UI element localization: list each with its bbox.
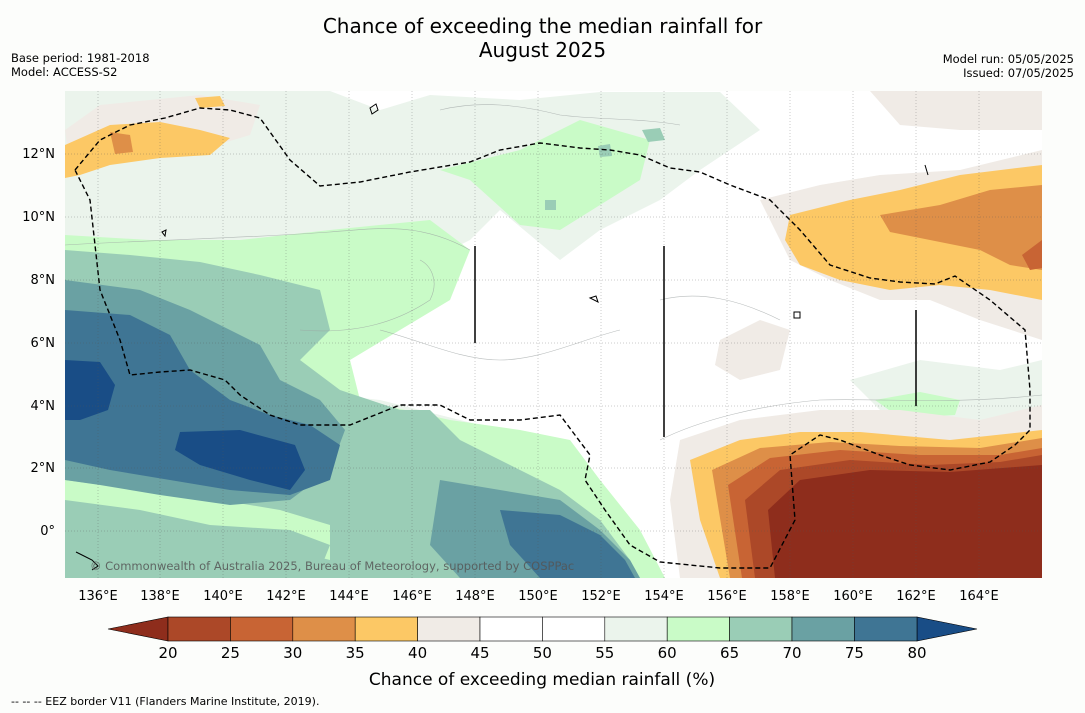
colorbar-tick: 40	[408, 644, 427, 662]
lon-label: 162°E	[896, 589, 936, 604]
colorbar-cell	[542, 616, 606, 642]
colorbar-cell	[230, 616, 294, 642]
colorbar-tick: 65	[720, 644, 739, 662]
lon-label: 136°E	[78, 589, 118, 604]
region-25-30-ne	[1022, 240, 1042, 270]
colorbar-tick: 80	[907, 644, 926, 662]
colorbar-cell	[292, 616, 356, 642]
patch-a	[642, 128, 665, 142]
colorbar-tick: 25	[221, 644, 240, 662]
lon-label: 142°E	[266, 589, 306, 604]
title-line-2: August 2025	[478, 38, 607, 62]
title-line-1: Chance of exceeding the median rainfall …	[322, 14, 763, 38]
lon-label: 150°E	[518, 589, 558, 604]
vertical-markers	[474, 246, 917, 437]
region-60-65-b	[440, 120, 650, 230]
lat-label: 8°N	[31, 273, 56, 288]
lon-label: 138°E	[140, 589, 180, 604]
region-65-70-b	[65, 500, 330, 575]
region-over-80-b	[175, 430, 305, 490]
lon-label: 154°E	[644, 589, 684, 604]
base-period: Base period: 1981-2018	[11, 51, 150, 65]
issued-date: Issued: 07/05/2025	[963, 66, 1074, 80]
lat-label: 10°N	[22, 210, 55, 225]
model-name: Model: ACCESS-S2	[11, 65, 118, 79]
region-35-40-nw	[65, 122, 230, 178]
colorbar-cell	[666, 616, 730, 642]
region-30-35-nw	[110, 132, 133, 154]
lon-labels: 136°E 138°E 140°E 142°E 144°E 146°E 148°…	[78, 589, 999, 604]
colorbar-tick: 35	[346, 644, 365, 662]
lat-label: 4°N	[31, 399, 56, 414]
lon-label: 144°E	[329, 589, 369, 604]
colorbar: 20 25 30 35 40 45 50 55 60 65 70 75 80 C…	[107, 616, 978, 690]
grid-lines	[65, 91, 1042, 578]
colorbar-ticks: 20 25 30 35 40 45 50 55 60 65 70 75 80	[158, 644, 926, 662]
colorbar-tick: 20	[158, 644, 177, 662]
colorbar-tick: 70	[782, 644, 801, 662]
colorbar-tick: 75	[845, 644, 864, 662]
colorbar-cell	[604, 616, 668, 642]
region-over-80-a	[65, 360, 115, 420]
region-30-35-ne	[880, 185, 1042, 270]
lon-label: 146°E	[392, 589, 432, 604]
region-40-45-mid	[715, 320, 790, 380]
colorbar-high-arrow	[916, 616, 978, 642]
lat-labels: 12°N 10°N 8°N 6°N 4°N 2°N 0°	[22, 147, 55, 539]
eez-border	[74, 107, 1031, 569]
eez-legend-note: -- -- -- EEZ border V11 (Flanders Marine…	[11, 695, 320, 708]
colorbar-cell	[791, 616, 855, 642]
meta-left: Base period: 1981-2018 Model: ACCESS-S2	[11, 51, 150, 79]
colorbar-tick: 60	[658, 644, 677, 662]
lon-label: 160°E	[833, 589, 873, 604]
lon-label: 158°E	[770, 589, 810, 604]
colorbar-tick: 55	[595, 644, 614, 662]
lat-label: 6°N	[31, 336, 56, 351]
colorbar-cell	[167, 616, 231, 642]
map-area	[65, 91, 1042, 578]
lon-label: 148°E	[455, 589, 495, 604]
lon-label: 156°E	[707, 589, 747, 604]
colorbar-low-arrow	[107, 616, 169, 642]
lat-label: 0°	[40, 524, 55, 539]
lon-label: 140°E	[203, 589, 243, 604]
region-40-45-nw	[870, 91, 1042, 130]
colorbar-label: Chance of exceeding median rainfall (%)	[369, 670, 715, 690]
colorbar-cell	[729, 616, 793, 642]
colorbar-tick: 50	[533, 644, 552, 662]
model-run: Model run: 05/05/2025	[942, 52, 1074, 66]
colorbar-cell	[854, 616, 918, 642]
islands	[75, 103, 929, 571]
page-title: Chance of exceeding the median rainfall …	[0, 14, 1085, 62]
region-75-80-b	[500, 510, 635, 578]
copyright-text: © Commonwealth of Australia 2025, Bureau…	[90, 559, 574, 573]
lat-label: 12°N	[22, 147, 55, 162]
region-under-20-se	[768, 465, 1042, 578]
colorbar-cell	[479, 616, 543, 642]
lat-label: 2°N	[31, 461, 56, 476]
patch-b	[545, 200, 556, 210]
colorbar-tick: 45	[470, 644, 489, 662]
colorbar-cell	[417, 616, 481, 642]
colorbar-tick: 30	[283, 644, 302, 662]
meta-right: Model run: 05/05/2025 Issued: 07/05/2025	[943, 52, 1074, 80]
lon-label: 152°E	[581, 589, 621, 604]
lon-label: 164°E	[959, 589, 999, 604]
region-35-40-top	[195, 96, 225, 108]
colorbar-cell	[354, 616, 418, 642]
contour-lines	[65, 104, 1042, 441]
